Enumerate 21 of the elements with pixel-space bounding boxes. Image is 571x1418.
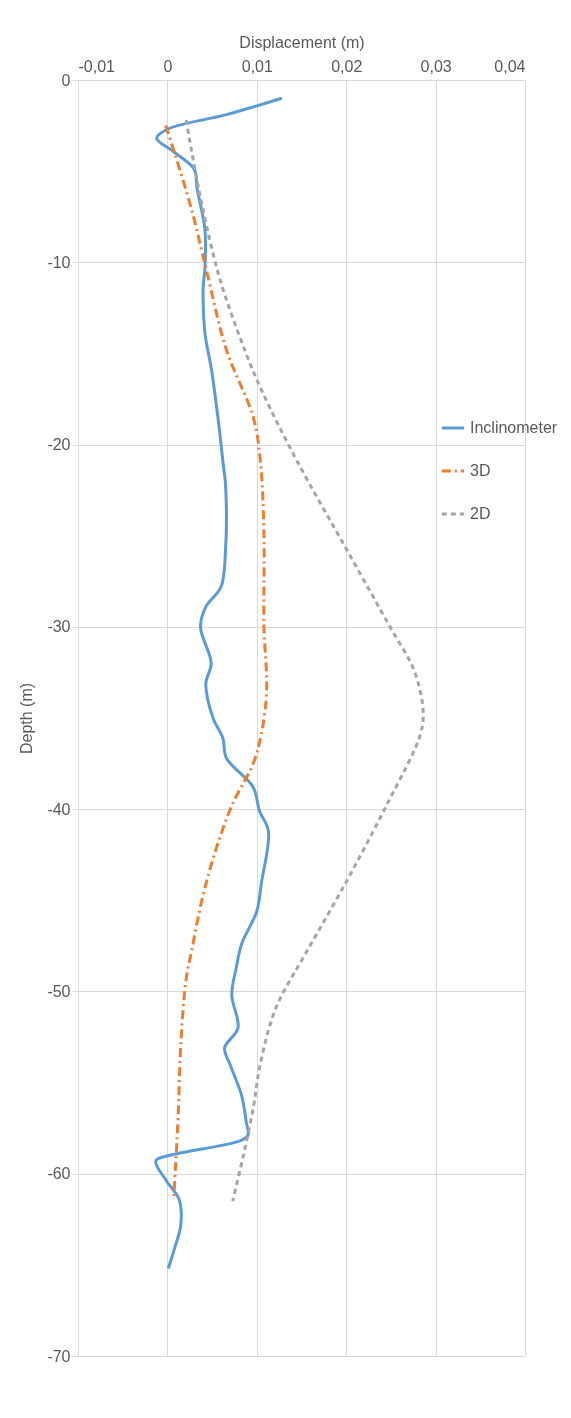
y-tick-label: -40 bbox=[47, 800, 71, 818]
x-tick-label: 0 bbox=[163, 57, 173, 75]
x-tick-label: 0,01 bbox=[241, 57, 273, 75]
y-axis-title: Depth (m) bbox=[18, 682, 36, 755]
x-tick-label: 0,04 bbox=[494, 57, 526, 75]
legend-label: 3D bbox=[470, 462, 491, 479]
y-tick-label: -60 bbox=[47, 1165, 71, 1183]
x-axis-title: Displacement (m) bbox=[239, 33, 365, 51]
legend-label: 2D bbox=[470, 505, 491, 522]
y-tick-label: -20 bbox=[47, 436, 71, 454]
x-tick-label: -0,01 bbox=[78, 57, 116, 75]
y-tick-label: -10 bbox=[47, 253, 71, 271]
legend-label: Inclinometer bbox=[470, 419, 558, 436]
x-tick-label: 0,02 bbox=[331, 57, 363, 75]
line-series bbox=[184, 118, 425, 1203]
y-tick-label: -70 bbox=[47, 1347, 71, 1365]
x-tick-label: 0,03 bbox=[420, 57, 452, 75]
line-series bbox=[154, 96, 284, 1270]
y-tick-label: -30 bbox=[47, 618, 71, 636]
y-tick-label: 0 bbox=[61, 71, 71, 89]
y-tick-label: -50 bbox=[47, 982, 71, 1000]
